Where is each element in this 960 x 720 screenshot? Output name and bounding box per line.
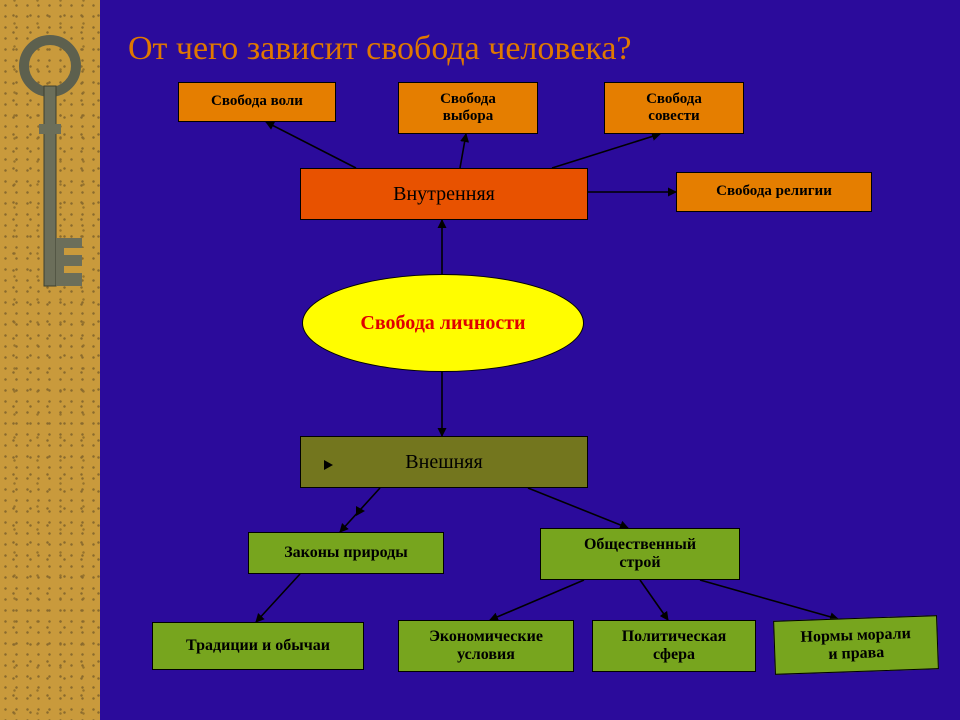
node-religion: Свобода религии xyxy=(676,172,872,212)
arrow-outer_bot_r-social_top xyxy=(528,488,628,528)
node-conscience: Свобода совести xyxy=(604,82,744,134)
node-politics: Политическая сфера xyxy=(592,620,756,672)
arrow-inner_top_mid-choice_bot xyxy=(460,134,466,168)
node-politics-label: Политическая сфера xyxy=(622,628,727,665)
node-center-label: Свобода личности xyxy=(360,312,525,335)
sidebar-texture xyxy=(0,0,100,720)
node-choice-label: Свобода выбора xyxy=(440,91,496,126)
node-social-label: Общественный строй xyxy=(584,536,696,573)
node-social: Общественный строй xyxy=(540,528,740,580)
diagram-stage: От чего зависит свобода человека? Свобода… xyxy=(0,0,960,720)
node-economy: Экономические условия xyxy=(398,620,574,672)
arrow-social_bot_r-morals_top xyxy=(700,580,838,619)
arrow-social_bot_m-politics_top xyxy=(640,580,668,620)
node-morals: Нормы морали и права xyxy=(773,615,939,675)
node-will-label: Свобода воли xyxy=(211,93,303,110)
node-nature-label: Законы природы xyxy=(284,544,408,562)
node-religion-label: Свобода религии xyxy=(716,183,832,200)
node-economy-label: Экономические условия xyxy=(429,628,543,665)
node-inner: Внутренняя xyxy=(300,168,588,220)
arrow-inner_top_left-will_bot xyxy=(266,122,356,168)
key-icon xyxy=(0,0,100,720)
node-outer-label: Внешняя xyxy=(405,451,482,474)
node-outer: Внешняя xyxy=(300,436,588,488)
node-center: Свобода личности xyxy=(302,274,584,372)
node-traditions: Традиции и обычаи xyxy=(152,622,364,670)
arrow-nature_bot-traditions_top xyxy=(256,574,300,622)
node-traditions-label: Традиции и обычаи xyxy=(186,637,330,655)
bullet-1 xyxy=(356,506,365,516)
node-nature: Законы природы xyxy=(248,532,444,574)
arrow-inner_top_right-conscience_bot xyxy=(552,134,660,168)
arrow-social_bot_l-economy_top xyxy=(490,580,584,620)
node-conscience-label: Свобода совести xyxy=(646,91,702,126)
node-choice: Свобода выбора xyxy=(398,82,538,134)
node-morals-label: Нормы морали и права xyxy=(800,625,912,666)
node-inner-label: Внутренняя xyxy=(393,183,495,206)
bullet-0 xyxy=(324,460,333,470)
node-will: Свобода воли xyxy=(178,82,336,122)
page-title: От чего зависит свобода человека? xyxy=(128,30,632,68)
